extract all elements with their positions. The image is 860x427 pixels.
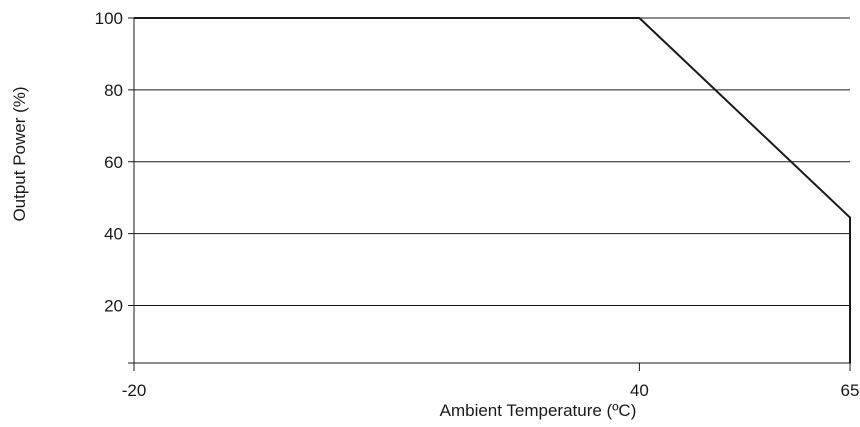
data-point: [638, 17, 641, 19]
series: [133, 17, 851, 364]
x-axis-title: Ambient Temperature (ºC): [440, 401, 637, 420]
tick-labels: 100 80 60 40 20 -20 40 65: [95, 9, 860, 400]
y-tick-label: 40: [104, 225, 123, 244]
y-tick-label: 60: [104, 153, 123, 172]
x-tick-label: -20: [122, 381, 147, 400]
y-tick-label: 80: [104, 81, 123, 100]
data-point: [849, 362, 851, 364]
data-point: [849, 216, 851, 219]
y-tick-label: 100: [95, 9, 123, 28]
series-line: [134, 17, 851, 363]
y-tick-label: 20: [104, 297, 123, 316]
y-axis-title: Output Power (%): [10, 86, 29, 221]
gridlines: [134, 17, 850, 306]
data-point: [133, 17, 135, 19]
x-tick-label: 65: [841, 381, 860, 400]
x-tick-label: 40: [630, 381, 649, 400]
axes: [128, 17, 851, 371]
